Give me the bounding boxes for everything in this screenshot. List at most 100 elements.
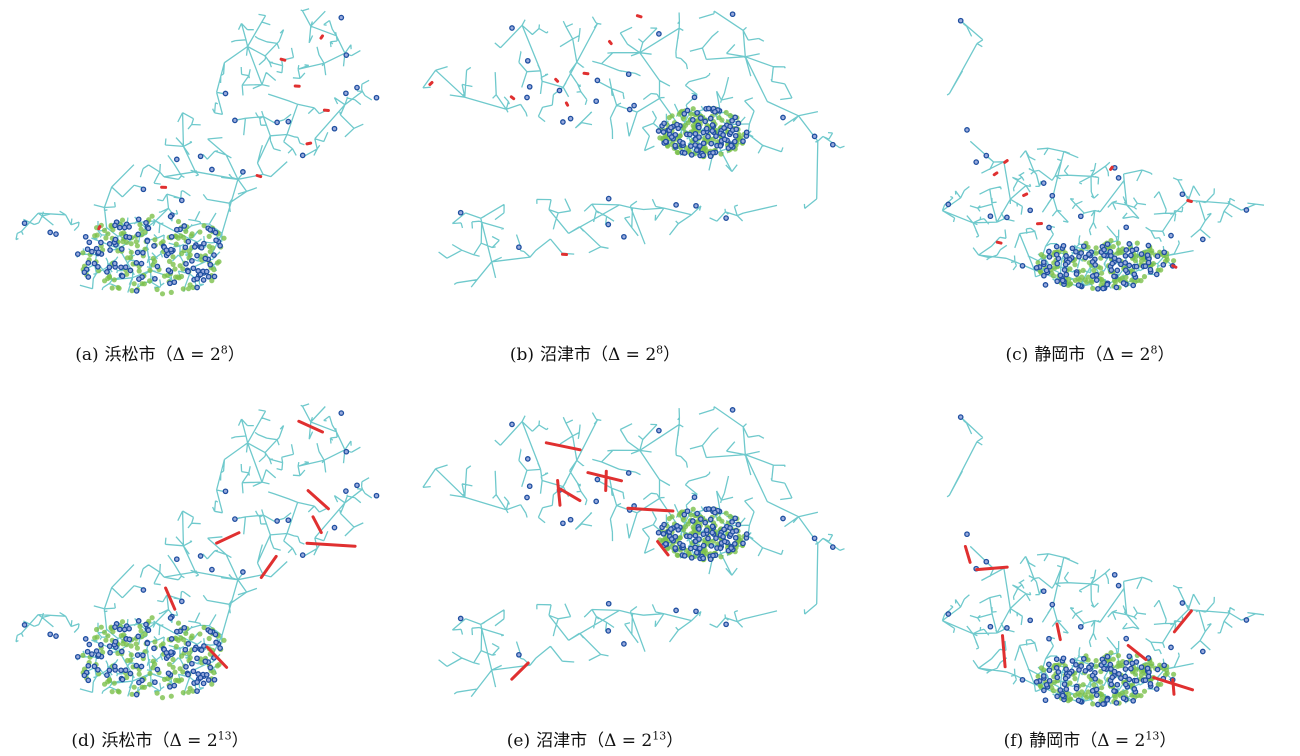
selected-edge <box>430 83 432 85</box>
node-marker <box>697 527 701 531</box>
node-marker <box>135 653 139 657</box>
node-marker <box>1062 682 1066 686</box>
node-marker <box>1042 688 1046 692</box>
area-dot <box>171 665 176 670</box>
caption-exponent: 8 <box>221 343 228 356</box>
node-marker <box>141 187 145 191</box>
node-marker <box>134 289 138 293</box>
node-marker <box>1061 656 1065 660</box>
area-dot <box>175 678 180 683</box>
node-marker <box>984 560 988 564</box>
node-marker <box>22 623 26 627</box>
area-dot <box>150 615 155 620</box>
node-marker <box>1201 649 1205 653</box>
node-marker <box>183 245 187 249</box>
node-marker <box>1050 194 1054 198</box>
node-marker <box>1127 677 1131 681</box>
node-marker <box>152 646 156 650</box>
node-marker <box>708 557 712 561</box>
node-marker <box>1074 663 1078 667</box>
caption: (c)静岡市（Δ = 28） <box>1006 340 1175 365</box>
node-marker <box>1161 263 1165 267</box>
area-dot <box>140 685 145 690</box>
node-marker <box>681 141 685 145</box>
node-marker <box>241 570 245 574</box>
area-dot <box>1094 245 1099 250</box>
node-marker <box>669 125 673 129</box>
caption-formula-group: （Δ = 28） <box>1085 345 1174 365</box>
node-marker <box>1034 266 1038 270</box>
node-marker <box>1042 674 1046 678</box>
node-marker <box>186 239 190 243</box>
node-marker <box>695 148 699 152</box>
caption-exponent: 13 <box>652 729 666 742</box>
area-dot <box>112 681 117 686</box>
node-marker <box>709 517 713 521</box>
node-marker <box>661 130 665 134</box>
node-marker <box>186 672 190 676</box>
node-marker <box>1110 675 1114 679</box>
node-marker <box>622 642 626 646</box>
node-marker <box>1043 283 1047 287</box>
node-marker <box>1096 702 1100 706</box>
node-marker <box>1130 661 1134 665</box>
node-marker <box>693 545 697 549</box>
node-marker <box>695 111 699 115</box>
node-marker <box>607 196 611 200</box>
caption-exponent: 13 <box>1145 729 1159 742</box>
node-marker <box>1112 689 1116 693</box>
caption-label: (b) <box>510 345 534 365</box>
node-marker <box>355 85 359 89</box>
node-marker <box>198 154 202 158</box>
node-marker <box>198 272 202 276</box>
node-marker <box>722 126 726 130</box>
node-marker <box>48 230 52 234</box>
area-dot <box>129 652 134 657</box>
node-marker <box>1112 274 1116 278</box>
node-marker <box>86 275 90 279</box>
node-marker <box>195 689 199 693</box>
node-marker <box>1047 637 1051 641</box>
area-dot <box>1165 671 1170 676</box>
selected-edge <box>307 143 311 144</box>
node-marker <box>741 139 745 143</box>
area-dot <box>129 241 134 246</box>
node-marker <box>1044 268 1048 272</box>
area-dot <box>1139 672 1144 677</box>
area-dot <box>1116 653 1121 658</box>
area-dot <box>1052 680 1057 685</box>
node-marker <box>206 678 210 682</box>
selected-edge <box>566 103 567 105</box>
node-marker <box>212 274 216 278</box>
node-marker <box>690 153 694 157</box>
area-dot <box>95 635 100 640</box>
node-marker <box>214 640 218 644</box>
node-marker <box>1132 272 1136 276</box>
node-marker <box>710 123 714 127</box>
node-marker <box>198 676 202 680</box>
area-dot <box>724 110 729 115</box>
node-marker <box>594 499 598 503</box>
node-marker <box>673 143 677 147</box>
node-marker <box>175 157 179 161</box>
node-marker <box>946 202 950 206</box>
area-dot <box>1165 257 1170 262</box>
node-marker <box>670 537 674 541</box>
node-marker <box>721 535 725 539</box>
node-marker <box>1055 675 1059 679</box>
node-marker <box>1055 261 1059 265</box>
node-marker <box>84 235 88 239</box>
node-marker <box>1082 657 1086 661</box>
area-dot <box>181 286 186 291</box>
node-marker <box>144 221 148 225</box>
node-marker <box>113 223 117 227</box>
node-marker <box>186 642 190 646</box>
node-marker <box>728 526 732 530</box>
node-marker <box>714 536 718 540</box>
node-marker <box>205 673 209 677</box>
node-marker <box>694 204 698 208</box>
node-marker <box>959 415 963 419</box>
area-dot <box>139 628 144 633</box>
node-marker <box>1055 279 1059 283</box>
node-marker <box>84 637 88 641</box>
